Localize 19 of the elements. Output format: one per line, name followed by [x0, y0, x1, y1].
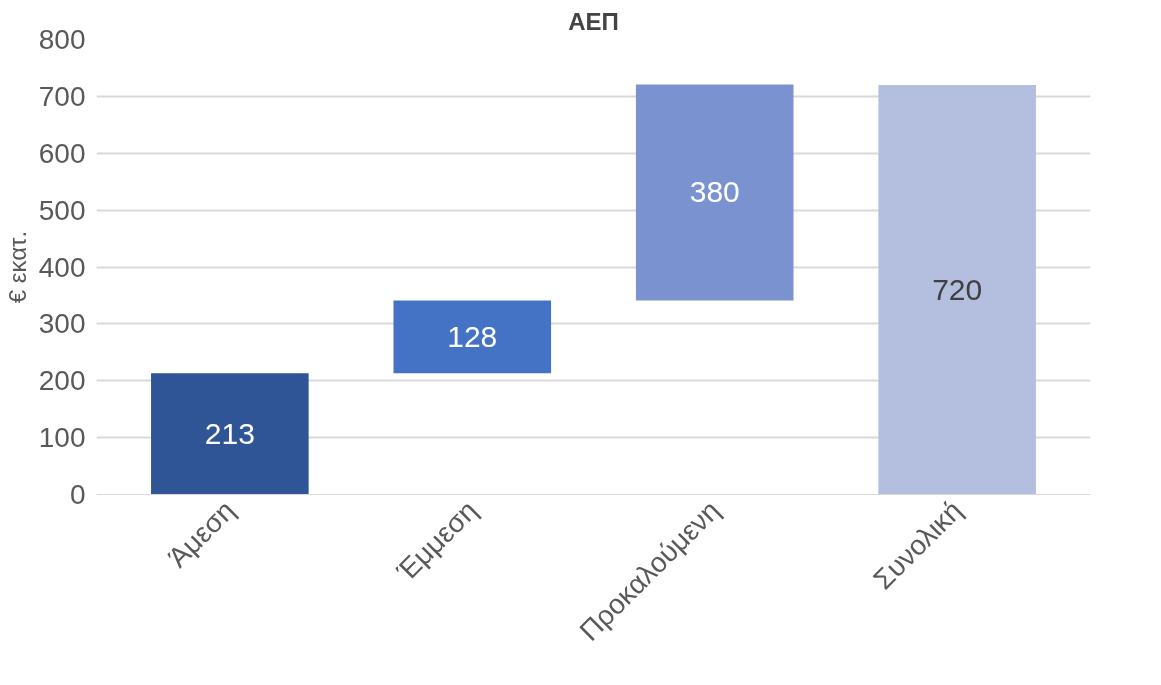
y-tick-label: 700 [38, 80, 86, 112]
data-label: 213 [204, 416, 255, 450]
bar [393, 300, 552, 374]
y-tick-label: 200 [38, 365, 86, 397]
bar [151, 373, 309, 495]
bar [635, 84, 794, 301]
data-label: 380 [689, 175, 740, 209]
data-label: 128 [447, 319, 498, 353]
data-label: 720 [932, 272, 983, 306]
y-tick-label: 0 [69, 479, 86, 510]
y-tick-label: 300 [38, 308, 86, 340]
y-tick-label: 800 [38, 24, 86, 55]
y-tick-label: 600 [38, 137, 86, 169]
y-tick-label: 400 [38, 251, 86, 283]
y-axis-title: € εκατ. [3, 230, 31, 304]
bar [878, 85, 1036, 495]
y-tick-label: 100 [38, 422, 86, 454]
chart-title: ΑΕΠ [568, 7, 619, 35]
y-tick-label: 500 [38, 194, 86, 226]
